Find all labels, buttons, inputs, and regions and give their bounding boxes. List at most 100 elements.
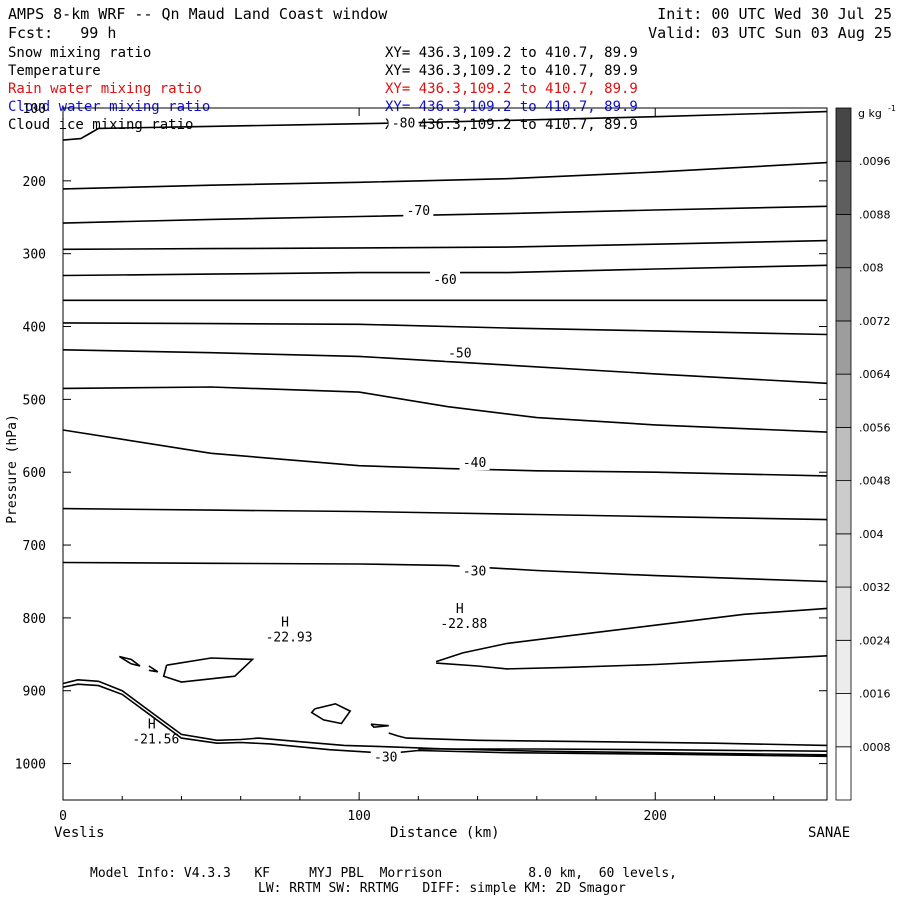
- colorbar-tick-label: .0032: [859, 581, 891, 594]
- contour-line-19: [62, 678, 828, 756]
- contour-label-bg: [430, 271, 460, 288]
- contour-line-6: [62, 322, 828, 336]
- extremum-mark: H: [281, 616, 289, 631]
- init-time: Init: 00 UTC Wed 30 Jul 25: [657, 5, 892, 23]
- y-tick-label: 600: [23, 466, 46, 481]
- colorbar-bin: [835, 320, 852, 375]
- field-name-cloud-ice: Cloud ice mixing ratio: [8, 117, 194, 133]
- x-axis-label: Distance (km): [390, 825, 500, 841]
- extremum-value: -22.88: [440, 617, 487, 632]
- colorbar-tick-label: .008: [859, 262, 884, 275]
- plot-frame: [62, 107, 828, 801]
- y-axis-ticks: 100 200 300 400 500 600 700 800 900 1000: [15, 102, 827, 773]
- y-tick-label: 100: [23, 102, 46, 117]
- x-left-endpoint-label: Veslis: [54, 825, 105, 841]
- x-tick-label: 0: [59, 809, 67, 824]
- contour-line-3: [62, 239, 828, 251]
- colorbar-tick-label: .0056: [859, 421, 891, 434]
- colorbar-tick-label: .0024: [859, 634, 891, 647]
- x-tick-label: 100: [347, 809, 370, 824]
- valid-time: Valid: 03 UTC Sun 03 Aug 25: [648, 24, 892, 42]
- contour-labels: -80 -70 -60 -50 -40 -30 -30: [370, 114, 490, 765]
- colorbar-bin: [835, 426, 852, 482]
- colorbar-bin: [835, 267, 852, 322]
- extrema-markers: H-22.93H-22.88H-21.56: [132, 602, 487, 748]
- contour-line-12: [435, 607, 828, 663]
- model-info-line1: Model Info: V4.3.3 KF MYJ PBL Morrison 8…: [90, 866, 677, 881]
- contour-line-0: [62, 110, 828, 141]
- field-name-cloud-water: Cloud water mixing ratio: [8, 99, 211, 115]
- y-tick-label: 900: [23, 685, 46, 700]
- contour-label-bg: [388, 114, 419, 131]
- contour-line-16: [118, 655, 141, 667]
- contour-line-7: [62, 349, 828, 385]
- colorbar-unit: g kg: [858, 107, 882, 120]
- contour-line-18: [370, 723, 389, 729]
- field-xy-temperature: XY= 436.3,109.2 to 410.7, 89.9: [385, 63, 638, 79]
- chart-title: AMPS 8-km WRF -- Qn Maud Land Coast wind…: [8, 5, 388, 23]
- colorbar-tick-label: .0008: [859, 741, 891, 754]
- contour-line-9: [62, 429, 828, 477]
- contour-label-bg: [459, 454, 490, 471]
- contour-label: -30: [374, 750, 397, 765]
- contour-line-15: [310, 702, 352, 725]
- y-tick-label: 400: [23, 321, 46, 336]
- field-name-temperature: Temperature: [8, 63, 101, 79]
- colorbar-tick-label: .0016: [859, 688, 891, 701]
- model-info-line2: LW: RRTM SW: RRTMG DIFF: simple KM: 2D S…: [258, 881, 626, 896]
- extremum-value: -21.56: [132, 733, 179, 748]
- colorbar-bin: [835, 160, 852, 215]
- colorbar-bin: [835, 373, 852, 428]
- extremum-value: -22.93: [266, 631, 313, 646]
- contour-label: -30: [463, 565, 486, 580]
- y-tick-label: 1000: [15, 758, 46, 773]
- colorbar-bin: [835, 107, 852, 162]
- contour-label-bg: [459, 562, 490, 579]
- contour-line-17: [148, 665, 159, 673]
- contour-line-14: [162, 657, 255, 683]
- x-tick-label: 200: [644, 809, 667, 824]
- field-xy-snow: XY= 436.3,109.2 to 410.7, 89.9: [385, 45, 638, 61]
- field-xy-rain: XY= 436.3,109.2 to 410.7, 89.9: [385, 81, 638, 97]
- colorbar-tick-label: .0048: [859, 475, 891, 488]
- contour-label: -40: [463, 456, 486, 471]
- contour-line-13: [436, 655, 828, 670]
- contour-line-8: [62, 386, 828, 433]
- y-tick-label: 700: [23, 539, 46, 554]
- contour-line-11: [62, 561, 828, 583]
- field-xy-cloud-water: XY= 436.3,109.2 to 410.7, 89.9: [385, 99, 638, 115]
- colorbar-tick-label: .0088: [859, 208, 891, 221]
- colorbar-tick-label: .0096: [859, 155, 891, 168]
- contour-line-1: [62, 161, 828, 190]
- colorbar-tick-label: .004: [859, 528, 884, 541]
- colorbar-unit-exponent: -1: [888, 104, 896, 113]
- colorbar-bin: [835, 480, 852, 535]
- contour-label: -80: [392, 117, 415, 132]
- contour-label: -60: [433, 273, 456, 288]
- colorbar-bin: [835, 533, 852, 588]
- contour-line-2: [62, 205, 828, 224]
- contour-label-bg: [370, 748, 401, 765]
- field-name-rain: Rain water mixing ratio: [8, 81, 202, 97]
- contour-line-22: [418, 748, 828, 752]
- colorbar-bin: [835, 746, 852, 801]
- contour-line-21: [388, 732, 828, 747]
- y-tick-label: 800: [23, 612, 46, 627]
- colorbar: .0008 .0016 .0024 .0032 .004 .0048 .0056 .0064.…: [835, 104, 896, 801]
- colorbar-tick-label: .0072: [859, 315, 891, 328]
- extremum-mark: H: [456, 602, 464, 617]
- extremum-mark: H: [148, 718, 156, 733]
- x-axis-ticks: 0 100 200: [59, 108, 775, 824]
- contour-label: -70: [407, 204, 430, 219]
- colorbar-tick-label: .0064: [859, 368, 891, 381]
- contour-line-10: [62, 507, 828, 521]
- y-tick-label: 300: [23, 248, 46, 263]
- colorbar-bin: [835, 214, 852, 269]
- y-tick-label: 200: [23, 175, 46, 190]
- colorbar-bin: [835, 639, 852, 694]
- colorbar-bin: [835, 586, 852, 641]
- forecast-hour: Fcst: 99 h: [8, 24, 117, 42]
- contour-lines: [62, 110, 828, 758]
- contour-label: -50: [448, 347, 471, 362]
